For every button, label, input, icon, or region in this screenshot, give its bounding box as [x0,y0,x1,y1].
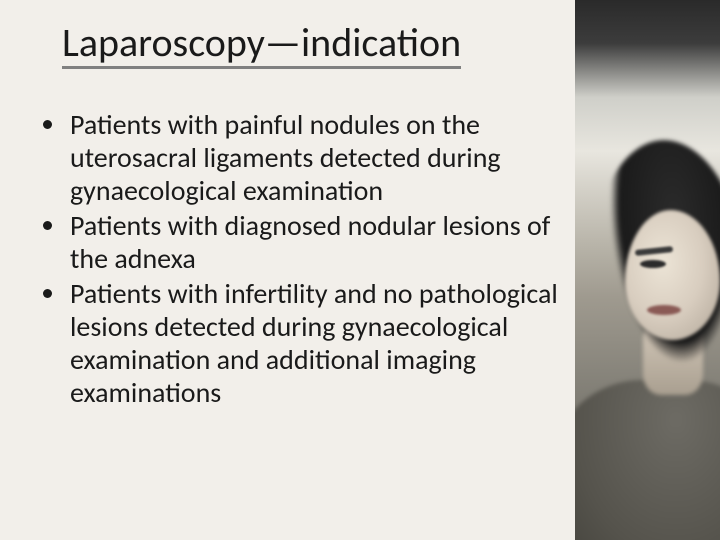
slide-title: Laparoscopy—indication [62,22,461,69]
decorative-portrait-image [575,0,720,540]
portrait-silhouette [575,140,720,540]
bullet-list: Patients with painful nodules on the ute… [40,108,570,409]
bullet-item: Patients with painful nodules on the ute… [68,108,570,207]
bullet-item: Patients with infertility and no patholo… [68,277,570,409]
bullet-item: Patients with diagnosed nodular lesions … [68,209,570,275]
slide: Laparoscopy—indication Patients with pai… [0,0,720,540]
slide-body: Patients with painful nodules on the ute… [40,108,570,411]
